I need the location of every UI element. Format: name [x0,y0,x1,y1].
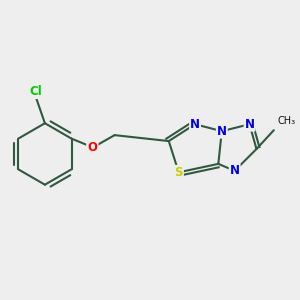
Text: N: N [244,118,254,131]
Text: N: N [217,125,227,138]
Text: N: N [190,118,200,131]
Text: O: O [87,141,97,154]
Text: Cl: Cl [30,85,42,98]
Text: O: O [87,141,97,154]
Text: S: S [174,166,183,179]
Text: Cl: Cl [30,85,42,98]
Text: CH₃: CH₃ [278,116,296,126]
Text: N: N [230,164,240,177]
